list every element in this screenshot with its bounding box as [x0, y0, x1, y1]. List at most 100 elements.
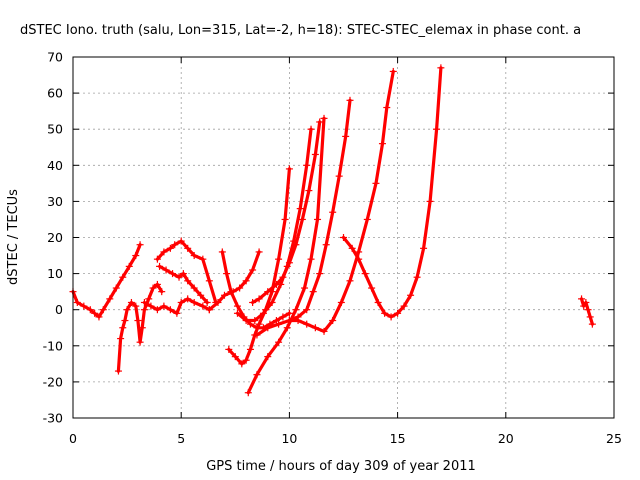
data-point: [285, 317, 293, 325]
data-point: [112, 284, 120, 292]
data-point: [227, 288, 235, 296]
data-point: [233, 309, 241, 317]
data-point: [259, 309, 267, 317]
data-point: [203, 298, 211, 306]
y-tick-label: 0: [55, 302, 63, 317]
data-point: [244, 389, 252, 397]
data-point: [136, 338, 144, 346]
data-point: [86, 306, 94, 314]
data-point: [199, 302, 207, 310]
y-tick-label: 50: [47, 122, 63, 137]
data-point: [132, 252, 140, 260]
y-tick-label: -20: [43, 374, 63, 389]
data-point: [255, 248, 263, 256]
data-point: [117, 335, 125, 343]
data-point: [255, 320, 263, 328]
data-point: [285, 259, 293, 267]
data-point: [279, 273, 287, 281]
data-point: [236, 284, 244, 292]
data-point: [218, 248, 226, 256]
data-point: [285, 165, 293, 173]
data-point: [153, 306, 161, 314]
data-point: [335, 172, 343, 180]
data-point: [346, 96, 354, 104]
data-point: [363, 215, 371, 223]
data-point: [106, 295, 114, 303]
y-tick-label: -10: [43, 338, 63, 353]
data-point: [251, 317, 259, 325]
data-point: [400, 302, 408, 310]
data-point: [279, 313, 287, 321]
data-point: [311, 324, 319, 332]
data-point: [394, 309, 402, 317]
data-point: [340, 234, 347, 241]
data-point: [346, 277, 354, 285]
data-point: [368, 284, 376, 292]
data-point: [197, 291, 205, 299]
data-point: [177, 298, 185, 306]
data-point: [389, 67, 397, 75]
data-point: [275, 255, 283, 263]
data-point: [378, 140, 386, 148]
data-point: [329, 317, 337, 325]
data-point: [316, 270, 324, 278]
data-point: [220, 291, 228, 299]
data-point: [355, 255, 363, 263]
data-point: [303, 306, 311, 314]
data-point: [264, 324, 272, 332]
data-series: [69, 241, 144, 321]
data-point: [242, 277, 250, 285]
data-point: [147, 302, 155, 310]
data-point: [173, 309, 181, 317]
data-point: [578, 295, 586, 303]
data-point: [149, 284, 157, 292]
data-point: [582, 298, 590, 306]
data-point: [179, 270, 187, 278]
y-tick-label: 20: [47, 230, 63, 245]
data-point: [158, 288, 166, 296]
data-series: [114, 280, 166, 375]
data-point: [433, 125, 441, 133]
data-point: [320, 114, 328, 122]
x-axis-label: GPS time / hours of day 309 of year 2011: [206, 459, 476, 474]
data-point: [231, 353, 239, 361]
chart-title: dSTEC Iono. truth (salu, Lon=315, Lat=-2…: [20, 23, 581, 38]
data-series: [156, 262, 211, 306]
data-point: [309, 288, 317, 296]
data-point: [584, 306, 592, 314]
data-point: [169, 270, 177, 278]
data-point: [407, 291, 415, 299]
data-point: [225, 345, 233, 353]
data-point: [311, 150, 319, 158]
series-track: [220, 250, 291, 330]
data-point: [138, 324, 146, 332]
data-point: [294, 317, 302, 325]
data-point: [99, 306, 107, 314]
data-point: [184, 244, 192, 252]
data-point: [588, 320, 596, 328]
data-point: [156, 262, 164, 270]
data-point: [125, 262, 133, 270]
x-tick-label: 25: [606, 431, 622, 446]
data-point: [136, 241, 144, 249]
series-track: [207, 250, 261, 312]
y-axis-label: dSTEC / TECUs: [6, 189, 21, 285]
data-point: [177, 237, 185, 245]
y-tick-label: 70: [47, 50, 63, 65]
y-tick-label: 60: [47, 86, 63, 101]
data-point: [374, 298, 382, 306]
data-point: [264, 288, 272, 296]
data-series: [225, 165, 293, 368]
data-point: [223, 270, 231, 278]
data-point: [175, 273, 183, 281]
axes: 0 5 10 15 20 25 -30 -20 -10 0 10 20 30 40 50 60 70: [43, 50, 622, 447]
y-tick-label: 40: [47, 158, 63, 173]
series-track: [155, 239, 218, 305]
data-point: [255, 295, 263, 303]
data-point: [160, 248, 168, 256]
data-point: [253, 371, 261, 379]
data-point: [95, 313, 103, 321]
data-point: [238, 360, 246, 368]
data-point: [329, 208, 337, 216]
data-point: [586, 313, 594, 321]
